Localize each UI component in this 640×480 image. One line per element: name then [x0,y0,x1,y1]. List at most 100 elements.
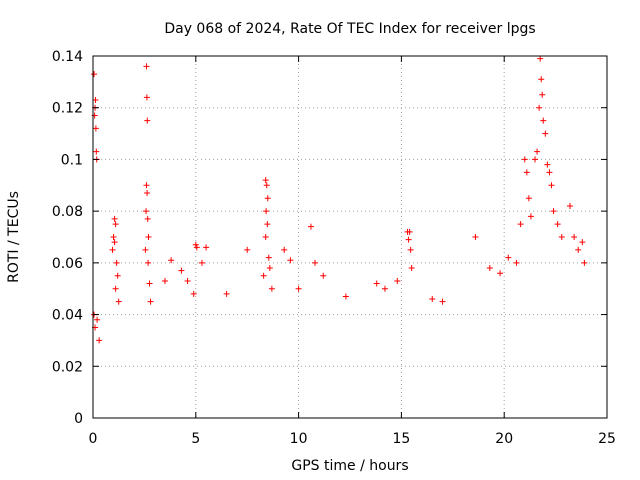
data-points [91,55,588,344]
data-point [405,236,412,243]
data-point [142,246,149,253]
data-point [381,285,388,292]
data-point [143,94,150,101]
data-point [147,298,154,305]
data-point [532,156,539,163]
data-point [264,221,271,228]
y-axis: 0 0.02 0.04 0.06 0.08 0.1 0.12 0.14 [52,49,607,427]
data-point [264,195,271,202]
data-point [525,195,532,202]
data-point [115,298,122,305]
data-point [268,285,275,292]
data-point [96,337,103,344]
data-point [93,148,100,155]
data-point [192,241,199,248]
data-point [145,234,152,240]
data-point [429,296,436,303]
data-point [203,244,210,251]
data-point [566,202,573,209]
data-point [178,267,185,274]
data-point [114,272,121,279]
data-point [143,63,150,70]
data-point [537,55,544,62]
data-point [168,257,175,264]
data-point [190,290,197,297]
data-point [295,285,302,292]
data-point [554,221,561,228]
data-point [521,156,528,163]
data-point [558,234,565,240]
data-point [536,104,543,111]
data-point [517,221,524,228]
data-point [112,221,119,228]
data-point [146,280,153,287]
data-point [144,190,151,197]
y-tick-label: 0.02 [52,359,83,375]
data-point [539,91,546,98]
data-point [546,169,553,176]
y-tick-label: 0.04 [52,308,83,324]
x-tick-label: 0 [89,431,98,447]
grid-lines [93,56,607,418]
data-point [265,254,272,261]
data-point [263,182,270,189]
data-point [408,265,415,272]
data-point [244,246,251,253]
data-point [407,246,414,253]
data-point [112,285,119,292]
y-tick-label: 0.1 [61,152,83,168]
data-point [513,259,520,266]
data-point [320,272,327,279]
data-point [581,259,588,266]
data-point [161,277,168,284]
data-point [342,293,349,300]
data-point [540,117,547,124]
data-point [505,254,512,261]
data-point [109,246,116,253]
data-point [111,215,118,222]
data-point [571,234,578,240]
y-tick-label: 0.08 [52,204,83,220]
data-point [145,259,152,266]
data-point [144,215,151,222]
data-point [113,259,120,266]
data-point [394,277,401,284]
data-point [439,298,446,305]
x-tick-label: 20 [495,431,513,447]
data-point [548,182,555,189]
data-point [287,257,294,264]
y-axis-label: ROTI / TECUs [6,191,22,283]
y-tick-label: 0.12 [52,101,83,117]
data-point [184,277,191,284]
data-point [193,244,200,251]
data-point [307,223,314,230]
data-point [312,259,319,266]
data-point [143,208,150,215]
data-point [262,234,269,240]
x-axis-label: GPS time / hours [291,458,408,474]
data-point [110,234,117,240]
data-point [373,280,380,287]
data-point [579,239,586,246]
data-point [260,272,267,279]
plot-frame [92,55,608,419]
x-tick-label: 5 [191,431,200,447]
x-tick-label: 25 [598,431,616,447]
data-point [266,265,273,272]
data-point [486,265,493,272]
data-point [198,259,205,266]
data-point [538,76,545,83]
data-point [144,117,151,124]
data-point [223,290,230,297]
data-point [575,246,582,253]
x-axis: 0 5 10 15 20 25 [89,56,616,447]
data-point [542,130,549,137]
y-tick-label: 0.06 [52,256,83,272]
y-tick-label: 0.14 [52,49,83,65]
data-point [527,213,534,220]
data-point [281,246,288,253]
data-point [91,71,98,78]
data-point [472,234,479,240]
data-point [262,177,269,184]
